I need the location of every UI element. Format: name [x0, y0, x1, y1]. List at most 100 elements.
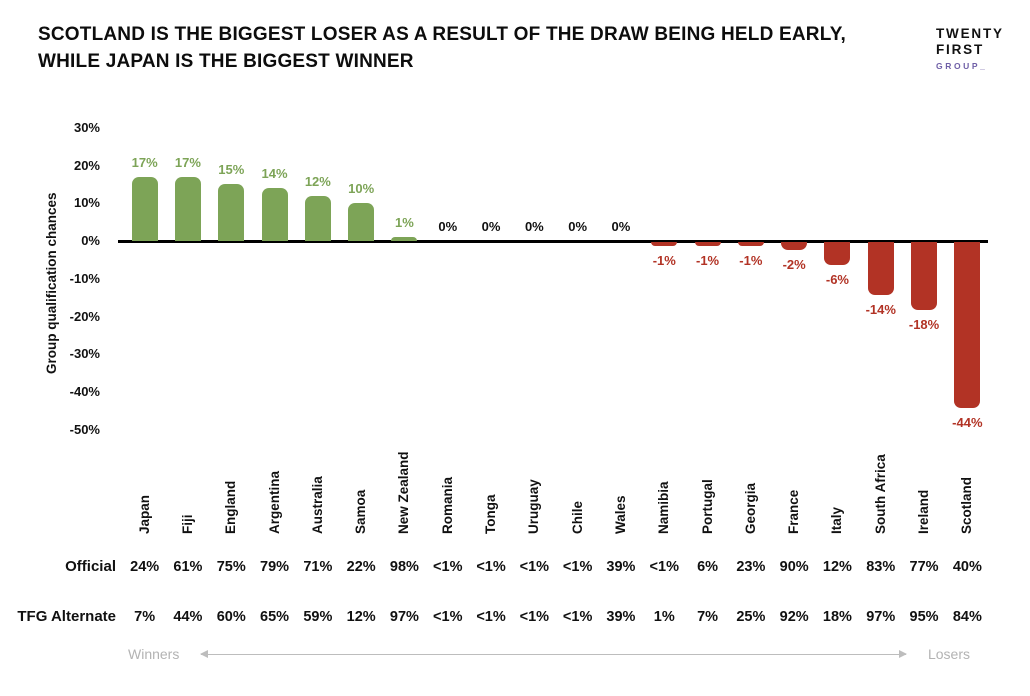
category-label: Scotland — [959, 476, 975, 534]
winners-losers-axis: Winners Losers — [128, 646, 970, 662]
table-cell: 98% — [389, 559, 419, 575]
y-tick-label: -10% — [69, 270, 100, 286]
bar-south-africa — [867, 242, 894, 295]
table-cell: 44% — [173, 609, 203, 625]
title-line-1: SCOTLAND IS THE BIGGEST LOSER AS A RESUL… — [38, 24, 847, 45]
bar-value-label: -1% — [739, 252, 763, 268]
bar-value-label: 12% — [304, 173, 331, 189]
category-label: Japan — [136, 494, 152, 534]
bar-value-label: -1% — [652, 252, 676, 268]
bar-scotland — [954, 242, 981, 409]
bar-value-label: -2% — [782, 256, 806, 272]
bar-italy — [824, 242, 851, 265]
table-cell: 75% — [216, 559, 246, 575]
table-cell: 61% — [173, 559, 203, 575]
table-cell: <1% — [476, 559, 506, 575]
y-tick-label: -20% — [69, 308, 100, 324]
table-cell: 59% — [303, 609, 333, 625]
table-row-label: TFG Alternate — [17, 608, 116, 625]
bar-value-label: -6% — [825, 271, 849, 287]
bar-fiji — [174, 176, 201, 241]
table-cell: 6% — [697, 559, 719, 575]
table-cell: 60% — [216, 609, 246, 625]
table-cell: <1% — [649, 559, 679, 575]
table-cell: 22% — [346, 559, 376, 575]
bar-value-label: 1% — [395, 215, 414, 231]
table-cell: 97% — [866, 609, 896, 625]
bar-value-label: -18% — [908, 316, 940, 332]
bar-value-label: -14% — [865, 301, 896, 317]
table-cell: 18% — [822, 609, 852, 625]
category-label: Portugal — [699, 479, 715, 534]
y-tick-label: -50% — [69, 421, 100, 437]
category-label: Romania — [439, 476, 455, 534]
logo-group-text: GROUP_ — [936, 61, 988, 71]
logo-first-text: FIRST — [936, 42, 984, 57]
bar-value-label: 17% — [131, 154, 158, 170]
category-label: Tonga — [483, 494, 499, 535]
table-cell: 39% — [606, 609, 636, 625]
bar-australia — [304, 195, 331, 241]
page-title: SCOTLAND IS THE BIGGEST LOSER AS A RESUL… — [38, 22, 846, 75]
bar-value-label: -1% — [695, 252, 720, 268]
category-label: Wales — [612, 495, 628, 534]
bar-argentina — [261, 188, 288, 241]
table-cell: 84% — [952, 609, 982, 625]
category-label: England — [223, 480, 239, 534]
category-label: New Zealand — [396, 451, 412, 534]
table-cell: 7% — [134, 609, 156, 625]
bar-namibia — [651, 242, 678, 246]
bar-value-label: 10% — [348, 181, 375, 197]
table-cell: 77% — [909, 559, 939, 575]
category-label: Australia — [309, 476, 325, 534]
twenty-first-group-logo: TWENTY FIRST GROUP_ — [936, 26, 1004, 71]
table-cell: 71% — [303, 559, 333, 575]
table-cell: 12% — [346, 609, 376, 625]
bar-value-label: 0% — [438, 219, 458, 234]
x-axis-line — [118, 239, 988, 243]
category-label: Ireland — [916, 489, 932, 534]
table-cell: <1% — [433, 609, 463, 625]
table-cell: 92% — [779, 609, 809, 625]
category-label: South Africa — [872, 454, 888, 534]
y-tick-label: 20% — [73, 157, 100, 173]
title-line-2: WHILE JAPAN IS THE BIGGEST WINNER — [38, 50, 414, 72]
logo-twenty-text: TWENTY — [936, 26, 1004, 41]
table-cell: 97% — [389, 609, 419, 625]
bar-france — [781, 242, 808, 250]
bar-value-label: 0% — [611, 219, 631, 234]
bar-new-zealand — [391, 237, 418, 241]
table-cell: 25% — [736, 609, 766, 625]
table-cell: 24% — [130, 559, 160, 575]
category-label: Georgia — [742, 482, 758, 534]
bar-value-label: 17% — [174, 154, 201, 170]
table-cell: 65% — [260, 609, 290, 625]
double-arrow-icon — [200, 649, 907, 658]
table-cell: 40% — [952, 559, 982, 575]
table-cell: 95% — [909, 609, 939, 625]
table-cell: 23% — [736, 559, 766, 575]
losers-label: Losers — [927, 646, 970, 662]
table-cell: 7% — [697, 609, 719, 625]
bar-value-label: -44% — [952, 415, 983, 431]
winners-label: Winners — [128, 646, 180, 662]
bar-value-label: 0% — [568, 219, 588, 234]
y-tick-label: -40% — [69, 384, 100, 399]
table-cell: 1% — [653, 609, 675, 625]
bar-value-label: 0% — [524, 219, 544, 234]
y-tick-label: 10% — [73, 195, 100, 211]
table-cell: <1% — [562, 559, 593, 575]
y-tick-label: -30% — [69, 346, 100, 362]
bar-value-label: 14% — [261, 166, 288, 182]
category-label: Argentina — [266, 470, 282, 534]
bar-value-label: 15% — [218, 162, 245, 178]
table-cell: 12% — [822, 559, 852, 575]
bar-value-label: 0% — [481, 219, 501, 234]
table-cell: <1% — [476, 609, 506, 625]
category-label: Fiji — [179, 514, 195, 535]
table-cell: <1% — [519, 559, 550, 575]
category-label: Italy — [829, 506, 845, 534]
bar-england — [218, 184, 245, 241]
